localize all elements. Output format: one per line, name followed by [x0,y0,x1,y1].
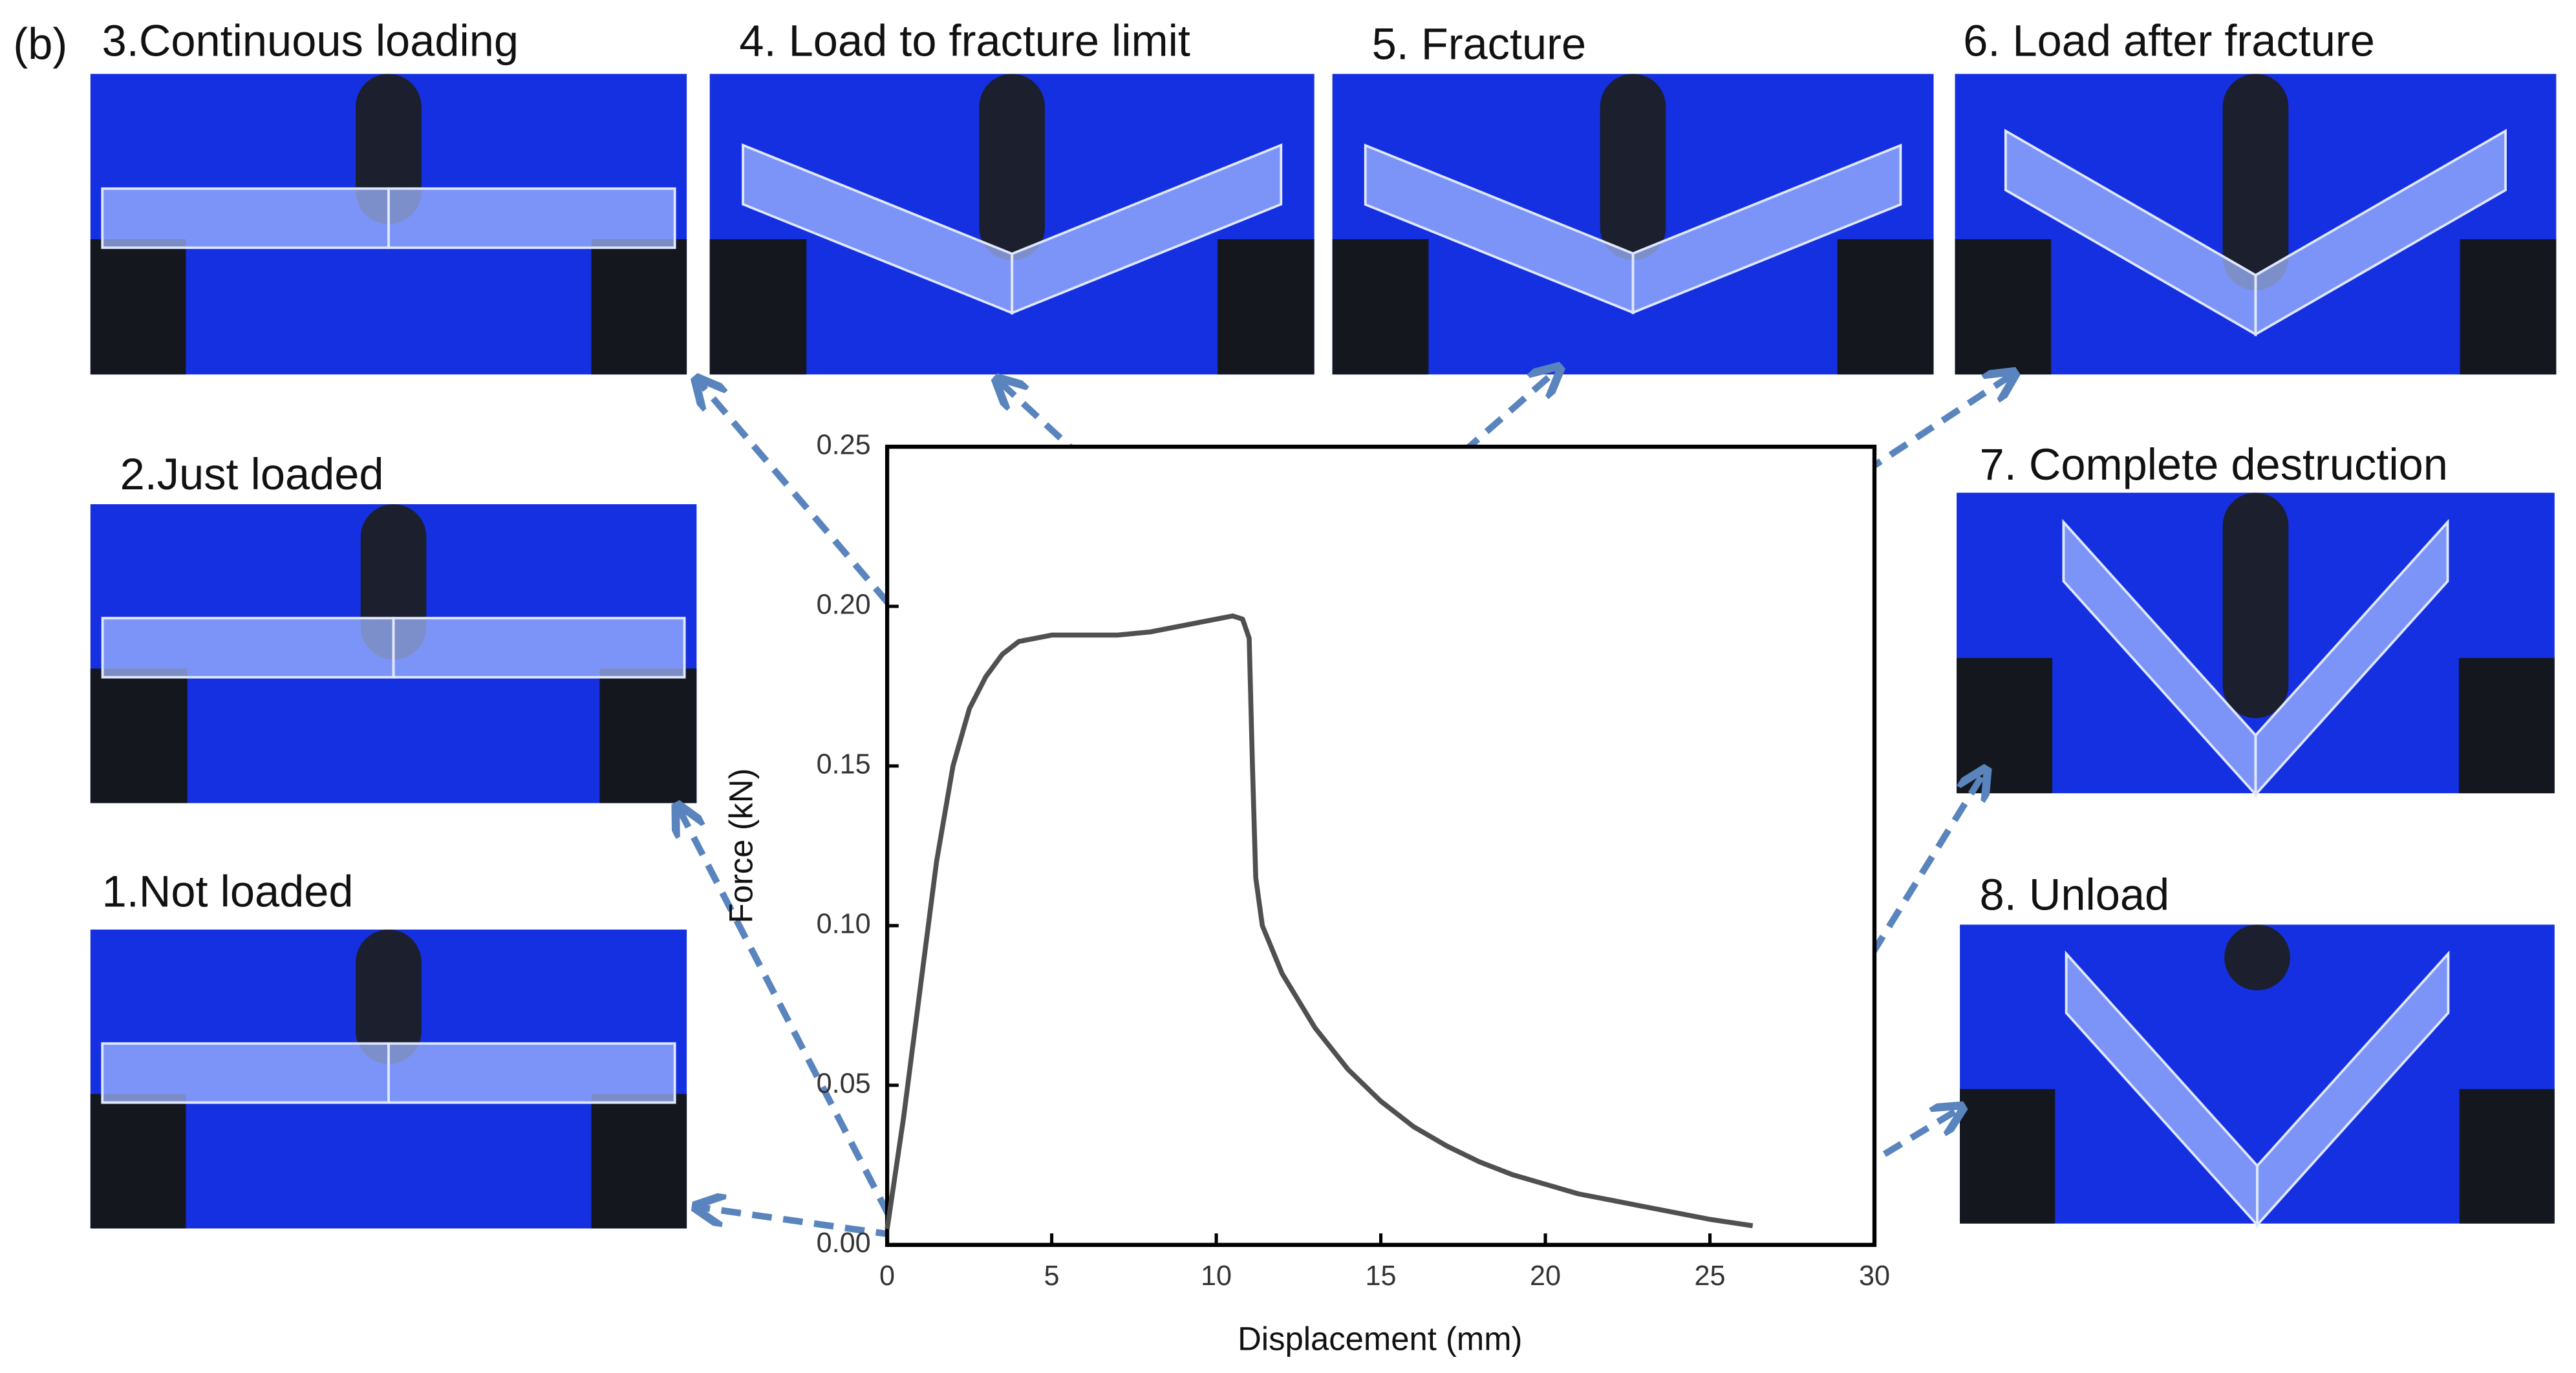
y-tick-label: 0.05 [817,1068,871,1099]
plot: 0.00 0.05 0.10 0.15 0.20 0.25 0 5 10 15 20 25 30 [817,429,1890,1292]
x-tick-label: 10 [1201,1261,1232,1292]
x-tick-label: 20 [1530,1261,1561,1292]
support [1218,239,1315,375]
x-tick-label: 25 [1695,1261,1726,1292]
support [1955,239,2052,375]
specimen [1011,143,1283,315]
specimen [387,187,676,250]
caption: 2.Just loaded [120,449,384,499]
x-tick-label: 0 [879,1261,895,1292]
photo [90,504,697,804]
y-tick-label: 0.25 [817,429,871,460]
specimen [101,617,395,679]
indenter [979,74,1045,261]
y-tick-label: 0.10 [817,908,871,939]
caption: 3.Continuous loading [102,16,519,65]
caption: 4. Load to fracture limit [739,16,1190,65]
y-axis-label: Force (kN) [723,769,760,924]
support [591,1094,687,1229]
arrow [678,808,892,1217]
specimen [101,187,390,250]
support [2460,239,2557,375]
indenter [356,930,422,1065]
caption: 8. Unload [1980,870,2170,920]
support [2458,657,2555,794]
specimen [2256,950,2450,1228]
x-axis-label: Displacement (mm) [1238,1320,1522,1357]
y-tick-label: 0.20 [817,589,871,620]
support [599,668,697,804]
indenter [2222,74,2289,291]
specimen [101,1042,390,1104]
specimen [387,1042,676,1104]
support [90,1094,186,1229]
support [90,239,186,375]
support [90,668,188,804]
support [1960,1089,2055,1224]
specimen [2254,129,2507,337]
support [709,239,807,375]
indenter [1600,74,1666,261]
indenter [356,74,422,224]
support [1837,239,1934,375]
photo [90,74,687,375]
x-tick-label: 15 [1366,1261,1397,1292]
caption: 5. Fracture [1372,19,1587,69]
photo [1955,74,2557,375]
support [2459,1089,2555,1224]
photos [90,74,2557,1229]
photo [1332,74,1934,375]
data-line [885,613,1754,1229]
photo [1960,924,2555,1228]
support [1332,239,1429,375]
panel-label: (b) [13,19,67,69]
specimen [2254,518,2449,798]
caption: 6. Load after fracture [1963,16,2375,65]
photo [1957,493,2555,798]
caption: 7. Complete destruction [1980,440,2448,489]
support [1957,657,2053,794]
photo [709,74,1315,375]
photo [90,930,687,1229]
x-tick-label: 5 [1044,1261,1060,1292]
y-tick-label: 0.00 [817,1228,871,1259]
specimen [1631,144,1902,315]
y-tick-label: 0.15 [817,749,871,780]
indenter [2222,493,2289,718]
indenter [2224,924,2290,991]
specimen [392,617,686,679]
arrow [698,1207,896,1239]
caption: 1.Not loaded [102,866,354,916]
plot-frame [885,444,1877,1248]
x-tick-label: 30 [1859,1261,1890,1292]
support [591,239,687,375]
